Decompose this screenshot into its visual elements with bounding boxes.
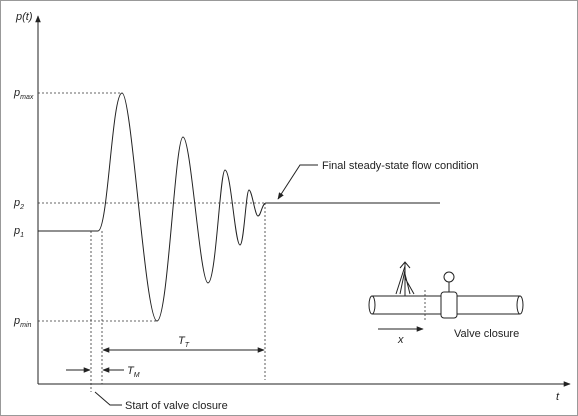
inset-caption: Valve closure	[454, 328, 519, 340]
label-part: T	[127, 365, 135, 377]
level-label: pmax	[13, 87, 34, 101]
level-label: p1	[13, 225, 24, 239]
label-part: p	[13, 315, 20, 327]
inset-label: x	[397, 334, 404, 346]
leader	[94, 391, 122, 406]
label-part: T	[185, 342, 190, 349]
pressure-curve	[38, 92, 440, 322]
annotation: Final steady-state flow condition	[322, 160, 479, 172]
label-part: T	[178, 335, 186, 347]
label-part: 1	[20, 232, 24, 239]
leader	[277, 164, 318, 200]
label-part: M	[134, 372, 140, 379]
x-axis-label: t	[556, 391, 560, 403]
label-part: p	[13, 87, 20, 99]
pipe-inset	[368, 261, 524, 332]
level-label: p2	[13, 197, 24, 211]
level-label: pmin	[13, 315, 32, 329]
label-part: min	[20, 322, 31, 329]
y-axis-label: p(t)	[15, 11, 33, 23]
interval-label: TT	[178, 335, 190, 349]
label-part: 2	[19, 204, 24, 211]
label-part: p	[13, 197, 20, 209]
annotation: Start of valve closure	[125, 400, 228, 412]
label-part: max	[20, 94, 34, 101]
interval-label: TM	[127, 365, 140, 379]
label-part: p	[13, 225, 20, 237]
